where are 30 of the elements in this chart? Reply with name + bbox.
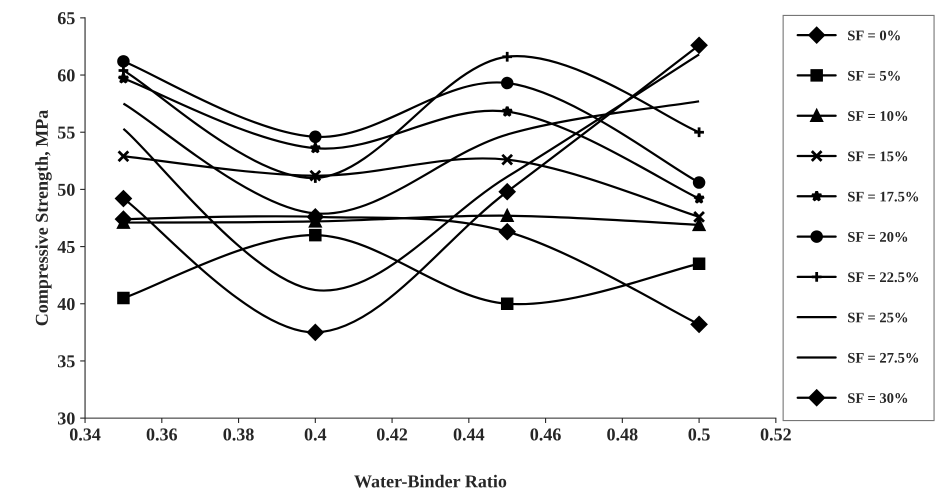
y-tick-label: 35	[58, 355, 75, 368]
x-tick-label: 0.44	[454, 428, 484, 441]
legend-label: SF = 5%	[848, 70, 900, 81]
legend-label: SF = 22.5%	[848, 272, 918, 282]
y-axis-title: Compressive Strength, MPa	[35, 110, 52, 326]
x-tick-label: 0.34	[70, 428, 101, 441]
legend-label: SF = 17.5%	[848, 192, 918, 202]
y-tick-label: 50	[58, 184, 75, 196]
x-tick-label: 0.52	[760, 428, 791, 441]
x-tick-label: 0.38	[223, 428, 254, 441]
x-tick-label: 0.5	[688, 428, 710, 441]
x-tick-label: 0.4	[304, 428, 326, 441]
y-tick-label: 55	[58, 126, 75, 139]
legend-label: SF = 30%	[848, 393, 908, 404]
legend-label: SF = 10%	[848, 111, 908, 121]
legend-label: SF = 20%	[848, 232, 908, 242]
legend-label: SF = 25%	[848, 312, 908, 322]
y-tick-label: 40	[58, 298, 75, 310]
legend-label: SF = 15%	[848, 151, 908, 162]
y-tick-label: 30	[58, 412, 75, 425]
y-tick-label: 65	[58, 12, 75, 24]
y-tick-label: 60	[58, 69, 75, 82]
x-tick-label: 0.36	[146, 428, 178, 441]
legend-label: SF = 0%	[848, 30, 900, 40]
x-axis-title: Water-Binder Ratio	[354, 474, 506, 488]
x-tick-label: 0.42	[376, 428, 408, 441]
x-tick-label: 0.46	[530, 428, 561, 441]
y-tick-label: 45	[58, 240, 75, 254]
x-tick-label: 0.48	[607, 428, 638, 441]
legend-label: SF = 27.5%	[848, 352, 918, 363]
